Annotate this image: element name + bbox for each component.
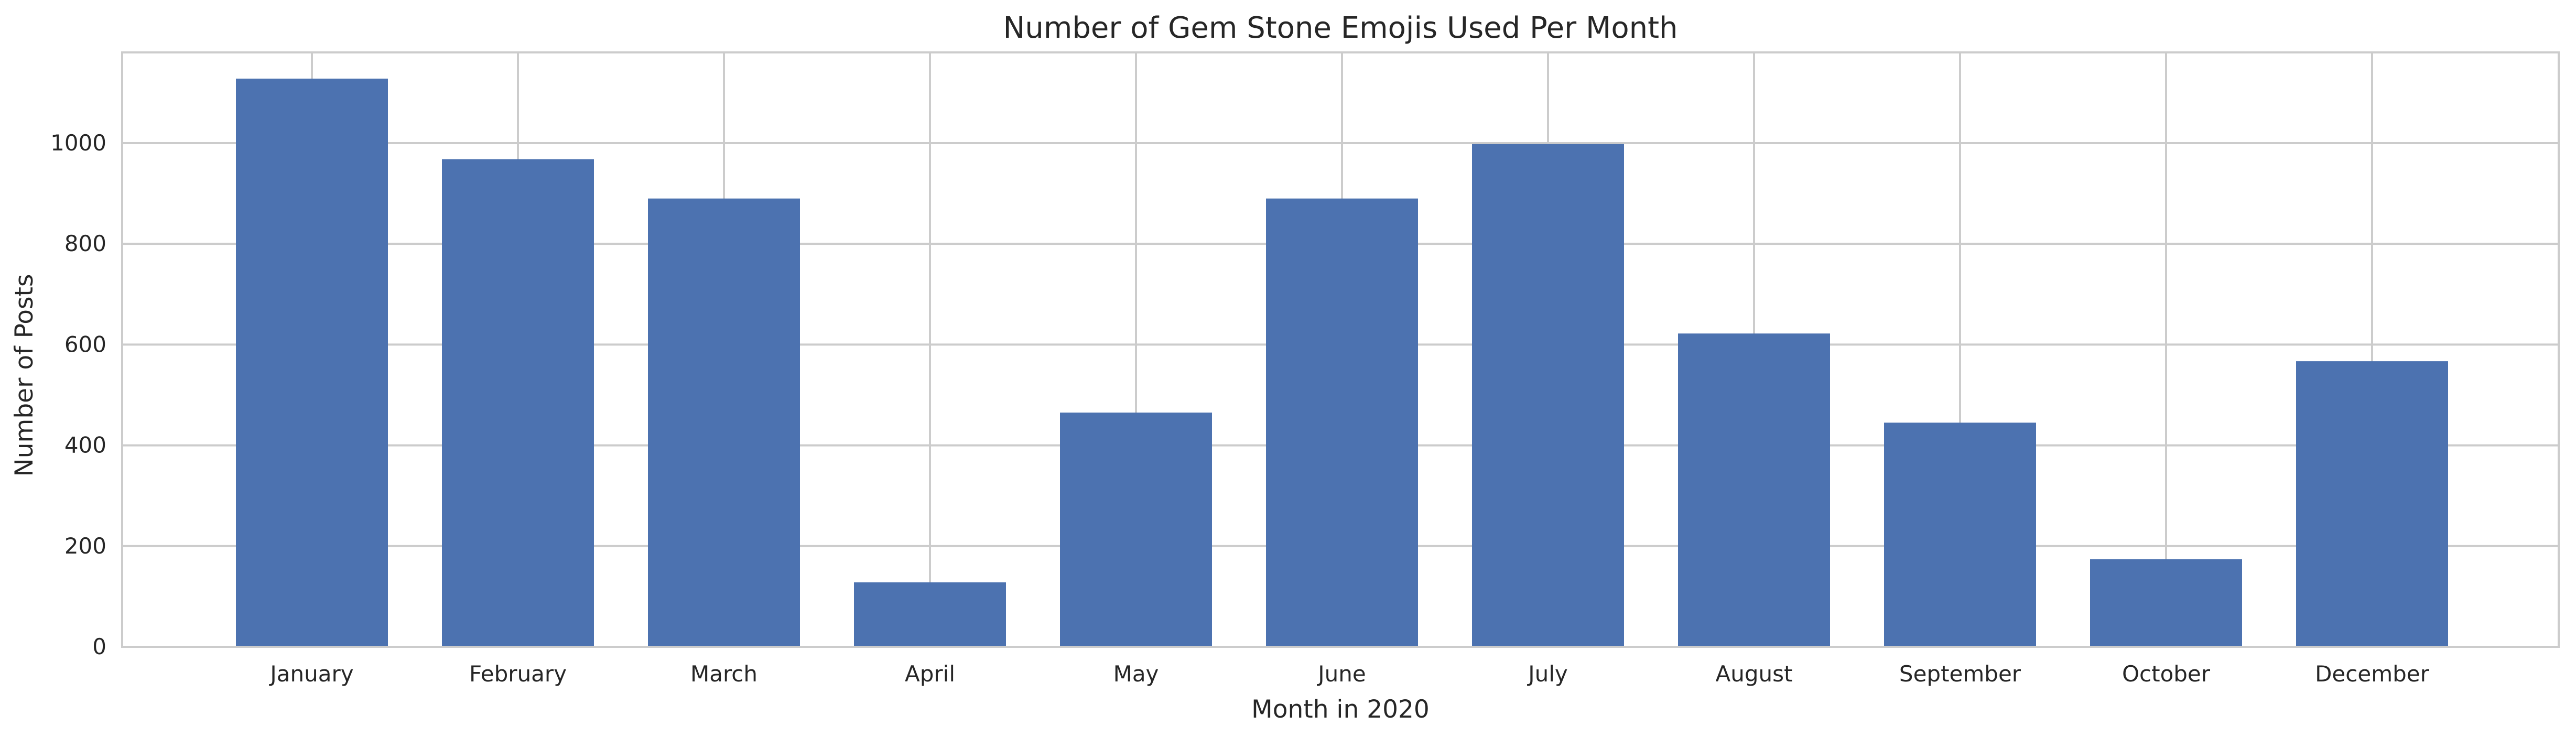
chart-title: Number of Gem Stone Emojis Used Per Mont… (1003, 11, 1677, 45)
bar-april (854, 582, 1006, 647)
x-tick-label: August (1716, 661, 1793, 687)
bar-february (442, 159, 594, 647)
bar-october (2090, 559, 2242, 647)
bar-june (1266, 198, 1418, 647)
x-tick-label: September (1899, 661, 2021, 687)
x-tick-label: February (469, 661, 567, 687)
x-tick-labels: January February March April May June July Augu… (268, 661, 2429, 687)
y-tick-labels: 0 200 400 600 800 1000 (50, 130, 106, 659)
y-axis-label: Number of Posts (10, 274, 39, 477)
bar-march (648, 198, 800, 647)
x-axis-label: Month in 2020 (1251, 695, 1430, 724)
x-tick-label: December (2315, 661, 2430, 687)
y-tick-label: 1000 (50, 130, 106, 156)
y-tick-label: 600 (64, 331, 106, 357)
y-tick-label: 400 (64, 432, 106, 458)
y-tick-label: 0 (92, 634, 106, 659)
x-tick-label: July (1527, 661, 1568, 687)
bar-may (1060, 413, 1212, 647)
y-tick-label: 200 (64, 533, 106, 559)
x-tick-label: October (2122, 661, 2211, 687)
bar-december (2296, 361, 2448, 647)
x-tick-label: March (690, 661, 757, 687)
axes-frame (121, 51, 2560, 648)
bars (236, 78, 2448, 647)
x-tick-label: April (905, 661, 955, 687)
bar-august (1678, 333, 1830, 647)
y-tick-label: 800 (64, 231, 106, 256)
bar-september (1884, 422, 2036, 647)
x-tick-label: January (268, 661, 353, 687)
x-tick-label: June (1316, 661, 1366, 687)
bar-july (1472, 144, 1624, 647)
x-tick-label: May (1113, 661, 1159, 687)
bar-january (236, 78, 388, 647)
